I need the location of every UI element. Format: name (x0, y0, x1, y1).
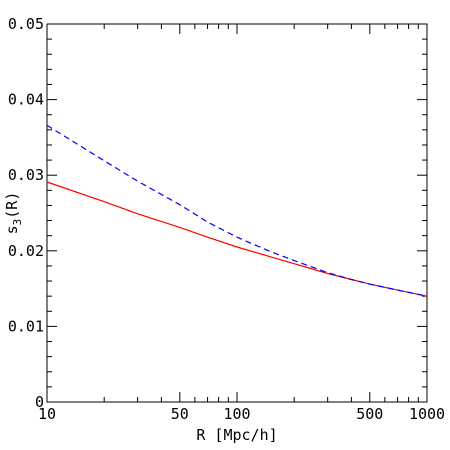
y-tick-label: 0.02 (8, 242, 44, 260)
x-tick-label: 500 (356, 405, 383, 423)
plot-frame (46, 23, 428, 403)
y-tick-label: 0.03 (8, 166, 44, 184)
y-tick-label: 0.05 (8, 15, 44, 33)
x-axis-label: R [Mpc/h] (196, 426, 277, 444)
y-tick-label: 0 (35, 393, 44, 411)
tick-labels: 10 50 100 500 1000 0 0.01 0.02 0.03 0.04 0.05 (8, 15, 445, 423)
y-tick-label: 0.04 (8, 91, 44, 109)
x-tick-label: 100 (223, 405, 250, 423)
axis-ticks (46, 23, 427, 403)
x-tick-label: 1000 (409, 405, 445, 423)
y-tick-label: 0.01 (8, 317, 44, 335)
x-tick-label: 10 (38, 405, 56, 423)
x-tick-label: 50 (171, 405, 189, 423)
y-axis-label: s3(R) (3, 192, 24, 235)
series-line-2 (46, 124, 428, 297)
series-line-1 (46, 181, 428, 297)
series-layer (46, 124, 428, 297)
